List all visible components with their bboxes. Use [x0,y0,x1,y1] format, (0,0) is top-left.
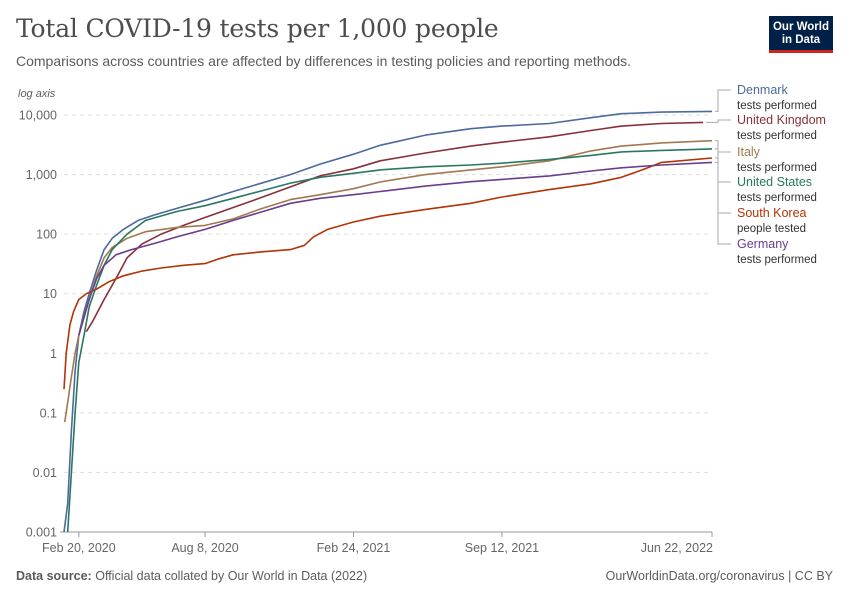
x-tick-label: Feb 20, 2020 [42,541,116,555]
legend-connector [715,89,731,112]
legend-series-metric: people tested [737,223,806,235]
legend-item-germany[interactable]: Germany tests performed [737,237,817,266]
y-axis: log axis 0.001 0.01 0.1 1 10 100 1,000 10,000 [18,88,57,540]
chart-subtitle: Comparisons across countries are affecte… [16,53,632,69]
legend-connector [715,157,731,214]
y-tick-label: 100 [36,228,57,242]
y-tick-label: 0.01 [33,466,57,480]
legend-connector [715,161,731,245]
x-tick-label: Sep 12, 2021 [465,541,539,555]
credit-link[interactable]: OurWorldinData.org/coronavirus | CC BY [605,569,833,583]
gridlines [64,114,712,473]
y-tick-label: 10 [43,287,57,301]
x-tick-label: Feb 24, 2021 [317,541,391,555]
line-chart[interactable]: log axis 0.001 0.01 0.1 1 10 100 1,000 10,000 Fe… [0,0,850,560]
legend-series-name: Italy [737,145,761,159]
legend-series-name: Germany [737,237,789,251]
x-tick-label: Jun 22, 2022 [641,541,713,555]
legend-connector [715,148,731,183]
series-line-denmark[interactable] [63,110,713,533]
series-line-south-korea[interactable] [63,157,713,390]
x-axis: Feb 20, 2020 Aug 8, 2020 Feb 24, 2021 Sep 1… [42,531,713,555]
y-tick-label: 1,000 [26,168,57,182]
y-axis-note: log axis [18,88,56,100]
legend-item-denmark[interactable]: Denmark tests performed [737,83,817,112]
y-tick-label: 0.001 [26,526,57,540]
legend-series-metric: tests performed [737,192,817,204]
data-source: Data source: Official data collated by O… [16,569,367,583]
series-lines [63,110,713,533]
data-source-text: Official data collated by Our World in D… [95,569,368,583]
data-source-label: Data source: [16,569,92,583]
y-tick-label: 0.1 [40,406,57,420]
logo-line-1: Our World [772,21,829,33]
legend-connector [715,140,731,153]
legend-series-metric: tests performed [737,254,817,266]
legend-series-name: South Korea [737,206,807,220]
series-line-italy[interactable] [63,139,713,423]
legend-item-south-korea[interactable]: South Korea people tested [737,206,807,235]
legend-series-metric: tests performed [737,130,817,142]
x-tick-label: Aug 8, 2020 [171,541,238,555]
legend-series-metric: tests performed [737,162,817,174]
legend-item-united-states[interactable]: United States tests performed [737,175,817,204]
owid-logo[interactable]: Our World in Data [769,16,833,53]
legend-item-united-kingdom[interactable]: United Kingdom tests performed [737,113,826,142]
series-line-united-kingdom[interactable] [85,121,704,333]
legend-series-name: United States [737,175,812,189]
legend-series-name: Denmark [737,83,788,97]
chart-title: Total COVID-19 tests per 1,000 people [16,14,499,43]
legend-connector [706,119,731,123]
legend-series-metric: tests performed [737,100,817,112]
y-tick-label: 1 [50,347,57,361]
legend-item-italy[interactable]: Italy tests performed [737,145,817,174]
legend-series-name: United Kingdom [737,113,826,127]
series-line-germany[interactable] [78,161,713,336]
y-tick-label: 10,000 [19,109,57,123]
series-line-united-states[interactable] [66,148,713,533]
logo-line-2: in Data [781,34,821,46]
